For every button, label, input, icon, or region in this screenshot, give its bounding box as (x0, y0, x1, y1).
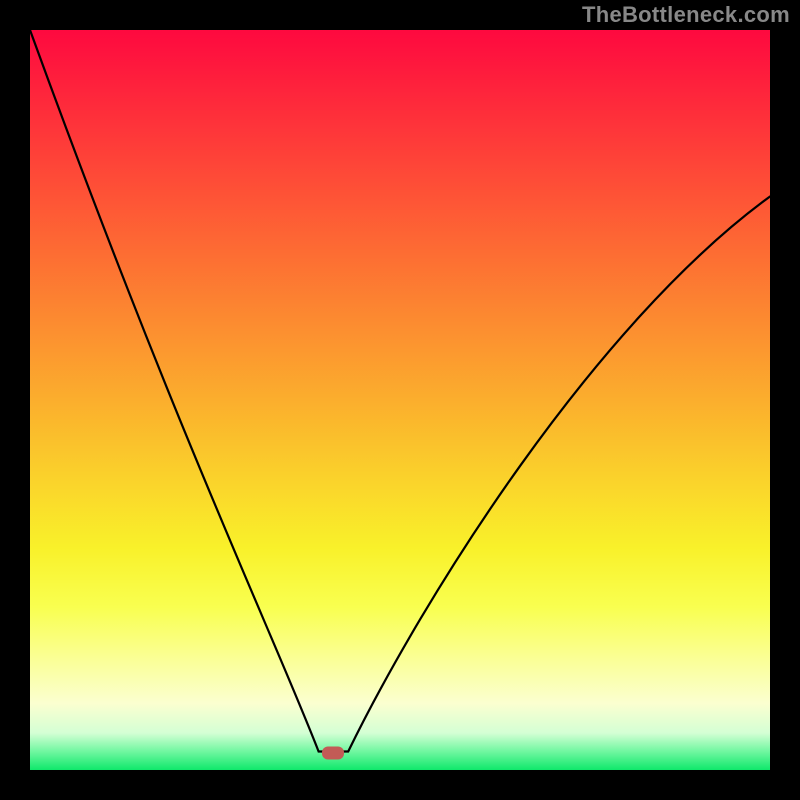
watermark-text: TheBottleneck.com (582, 2, 790, 28)
chart-plot-area (30, 30, 770, 770)
bottleneck-marker (322, 746, 344, 759)
bottleneck-chart-svg (30, 30, 770, 770)
